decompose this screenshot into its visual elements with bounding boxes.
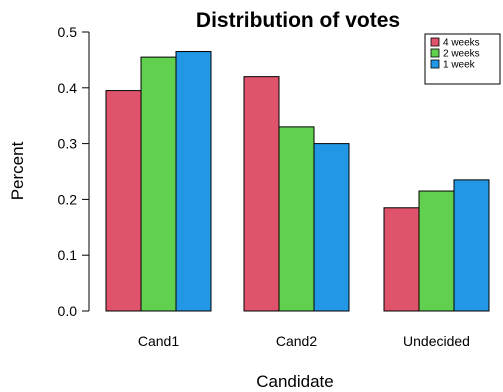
bar-cand2-1-week xyxy=(313,143,350,312)
x-axis-tick-labels: Cand1 Cand2 Undecided xyxy=(138,333,470,349)
chart-title: Distribution of votes xyxy=(196,9,400,32)
legend-label: 1 week xyxy=(443,60,476,71)
y-tick-label: 0.0 xyxy=(58,303,78,319)
y-tick-label: 0.3 xyxy=(58,136,78,152)
x-tick-label: Cand2 xyxy=(276,333,317,349)
y-axis: 0.0 0.1 0.2 0.3 0.4 0.5 xyxy=(58,24,90,319)
y-tick-label: 0.1 xyxy=(58,247,78,263)
bars-group xyxy=(105,51,490,312)
x-axis-label: Candidate xyxy=(256,372,334,391)
x-tick-label: Cand1 xyxy=(138,333,179,349)
bar-undecided-2-weeks xyxy=(418,190,455,312)
legend-swatch xyxy=(430,37,440,47)
bar-cand2-4-weeks xyxy=(243,76,280,312)
bar-cand2-2-weeks xyxy=(278,126,315,312)
y-tick-label: 0.5 xyxy=(58,24,78,40)
bar-cand1-1-week xyxy=(175,51,212,312)
legend-label: 4 weeks xyxy=(443,38,480,49)
legend-swatch xyxy=(430,48,440,58)
legend-box xyxy=(424,33,501,85)
legend-label: 2 weeks xyxy=(443,49,480,60)
bar-cand1-2-weeks xyxy=(140,56,177,312)
y-axis-label: Percent xyxy=(8,141,27,200)
legend-swatch xyxy=(430,59,440,69)
x-tick-label: Undecided xyxy=(403,333,470,349)
y-tick-label: 0.4 xyxy=(58,80,78,96)
y-tick-label: 0.2 xyxy=(58,191,78,207)
bar-cand1-4-weeks xyxy=(105,90,142,312)
bar-undecided-4-weeks xyxy=(383,207,420,312)
bar-undecided-1-week xyxy=(453,179,490,312)
